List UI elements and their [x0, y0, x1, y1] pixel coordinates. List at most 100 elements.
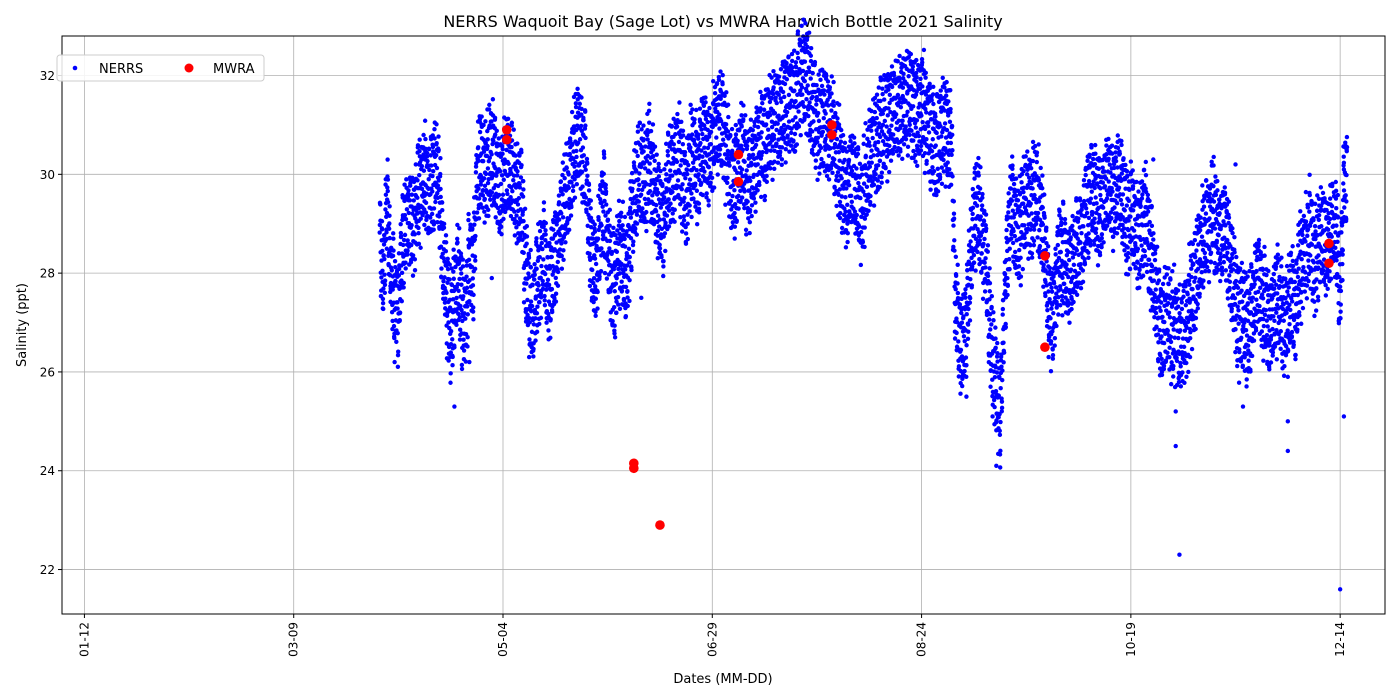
nerrs-point	[498, 181, 504, 187]
nerrs-point	[561, 257, 566, 263]
nerrs-point	[806, 113, 811, 119]
nerrs-point	[1143, 159, 1149, 165]
nerrs-point	[920, 134, 926, 140]
nerrs-point	[1029, 180, 1034, 186]
nerrs-point	[836, 192, 841, 197]
nerrs-point	[885, 179, 890, 184]
nerrs-point	[1093, 142, 1098, 148]
nerrs-point	[594, 243, 599, 249]
nerrs-point	[623, 267, 628, 272]
nerrs-point	[862, 216, 868, 221]
nerrs-point	[489, 119, 494, 124]
nerrs-point	[1110, 189, 1115, 194]
nerrs-point	[380, 296, 386, 302]
nerrs-point	[465, 312, 471, 317]
nerrs-point	[1018, 242, 1024, 247]
nerrs-point	[1025, 167, 1030, 172]
nerrs-point	[570, 141, 575, 147]
nerrs-point	[613, 281, 619, 286]
nerrs-point	[799, 23, 804, 29]
nerrs-point	[1130, 168, 1135, 173]
nerrs-point	[1137, 285, 1142, 290]
nerrs-point	[559, 253, 564, 259]
nerrs-point	[951, 199, 957, 204]
nerrs-point	[1114, 201, 1120, 206]
nerrs-point	[1068, 235, 1073, 240]
nerrs-point	[700, 131, 705, 137]
nerrs-point	[455, 222, 460, 228]
nerrs-point	[892, 144, 897, 150]
nerrs-point	[438, 155, 443, 161]
nerrs-point	[998, 419, 1003, 425]
nerrs-point	[521, 178, 526, 184]
nerrs-point	[829, 91, 834, 96]
nerrs-point	[587, 251, 592, 256]
nerrs-point	[501, 216, 506, 222]
nerrs-point	[857, 224, 862, 229]
nerrs-point	[1110, 248, 1116, 254]
nerrs-point	[603, 185, 608, 191]
nerrs-point	[572, 164, 577, 169]
nerrs-point	[769, 75, 774, 80]
nerrs-point	[793, 64, 799, 70]
nerrs-point	[395, 331, 400, 336]
nerrs-point	[706, 203, 711, 208]
nerrs-point	[971, 253, 977, 258]
nerrs-point	[391, 248, 396, 253]
nerrs-point	[878, 98, 883, 104]
nerrs-point	[999, 409, 1004, 414]
nerrs-point	[545, 277, 551, 283]
nerrs-point	[769, 95, 774, 101]
nerrs-point	[705, 119, 710, 125]
nerrs-point	[622, 244, 628, 249]
nerrs-point	[699, 180, 704, 186]
nerrs-point	[407, 198, 413, 203]
nerrs-point	[555, 269, 561, 275]
nerrs-point	[747, 219, 753, 225]
nerrs-point	[952, 336, 958, 341]
nerrs-point	[654, 152, 659, 157]
nerrs-point	[1098, 186, 1103, 191]
nerrs-point	[1015, 198, 1021, 203]
nerrs-point	[692, 117, 697, 122]
nerrs-point	[1126, 227, 1131, 233]
nerrs-point	[811, 152, 817, 157]
nerrs-point	[441, 278, 446, 284]
nerrs-point	[771, 133, 777, 138]
nerrs-point	[500, 151, 505, 157]
nerrs-point	[987, 266, 992, 271]
nerrs-point	[476, 196, 482, 201]
nerrs-point	[441, 225, 447, 230]
nerrs-point	[395, 300, 400, 305]
nerrs-point	[607, 246, 612, 251]
nerrs-point	[601, 209, 606, 214]
nerrs-point	[835, 170, 841, 175]
nerrs-point	[528, 247, 533, 253]
nerrs-point	[839, 194, 845, 199]
nerrs-point	[1096, 166, 1101, 172]
nerrs-point	[958, 347, 964, 353]
nerrs-point	[1072, 251, 1078, 257]
nerrs-point	[787, 149, 792, 154]
nerrs-point	[639, 164, 644, 170]
nerrs-point	[410, 273, 416, 278]
nerrs-point	[891, 132, 896, 137]
nerrs-point	[534, 236, 539, 241]
nerrs-point	[889, 64, 895, 69]
nerrs-point	[378, 202, 383, 207]
nerrs-point	[525, 297, 530, 303]
nerrs-point	[1093, 195, 1098, 200]
nerrs-point	[642, 216, 647, 221]
nerrs-point	[559, 241, 564, 246]
nerrs-point	[627, 260, 632, 265]
nerrs-point	[840, 132, 846, 138]
nerrs-point	[654, 187, 660, 192]
nerrs-point	[762, 197, 767, 203]
nerrs-point	[409, 242, 414, 248]
nerrs-point	[677, 100, 682, 105]
nerrs-point	[634, 221, 640, 226]
nerrs-point	[477, 129, 483, 135]
nerrs-point	[520, 194, 526, 199]
nerrs-point	[963, 295, 968, 300]
nerrs-point	[381, 242, 387, 247]
